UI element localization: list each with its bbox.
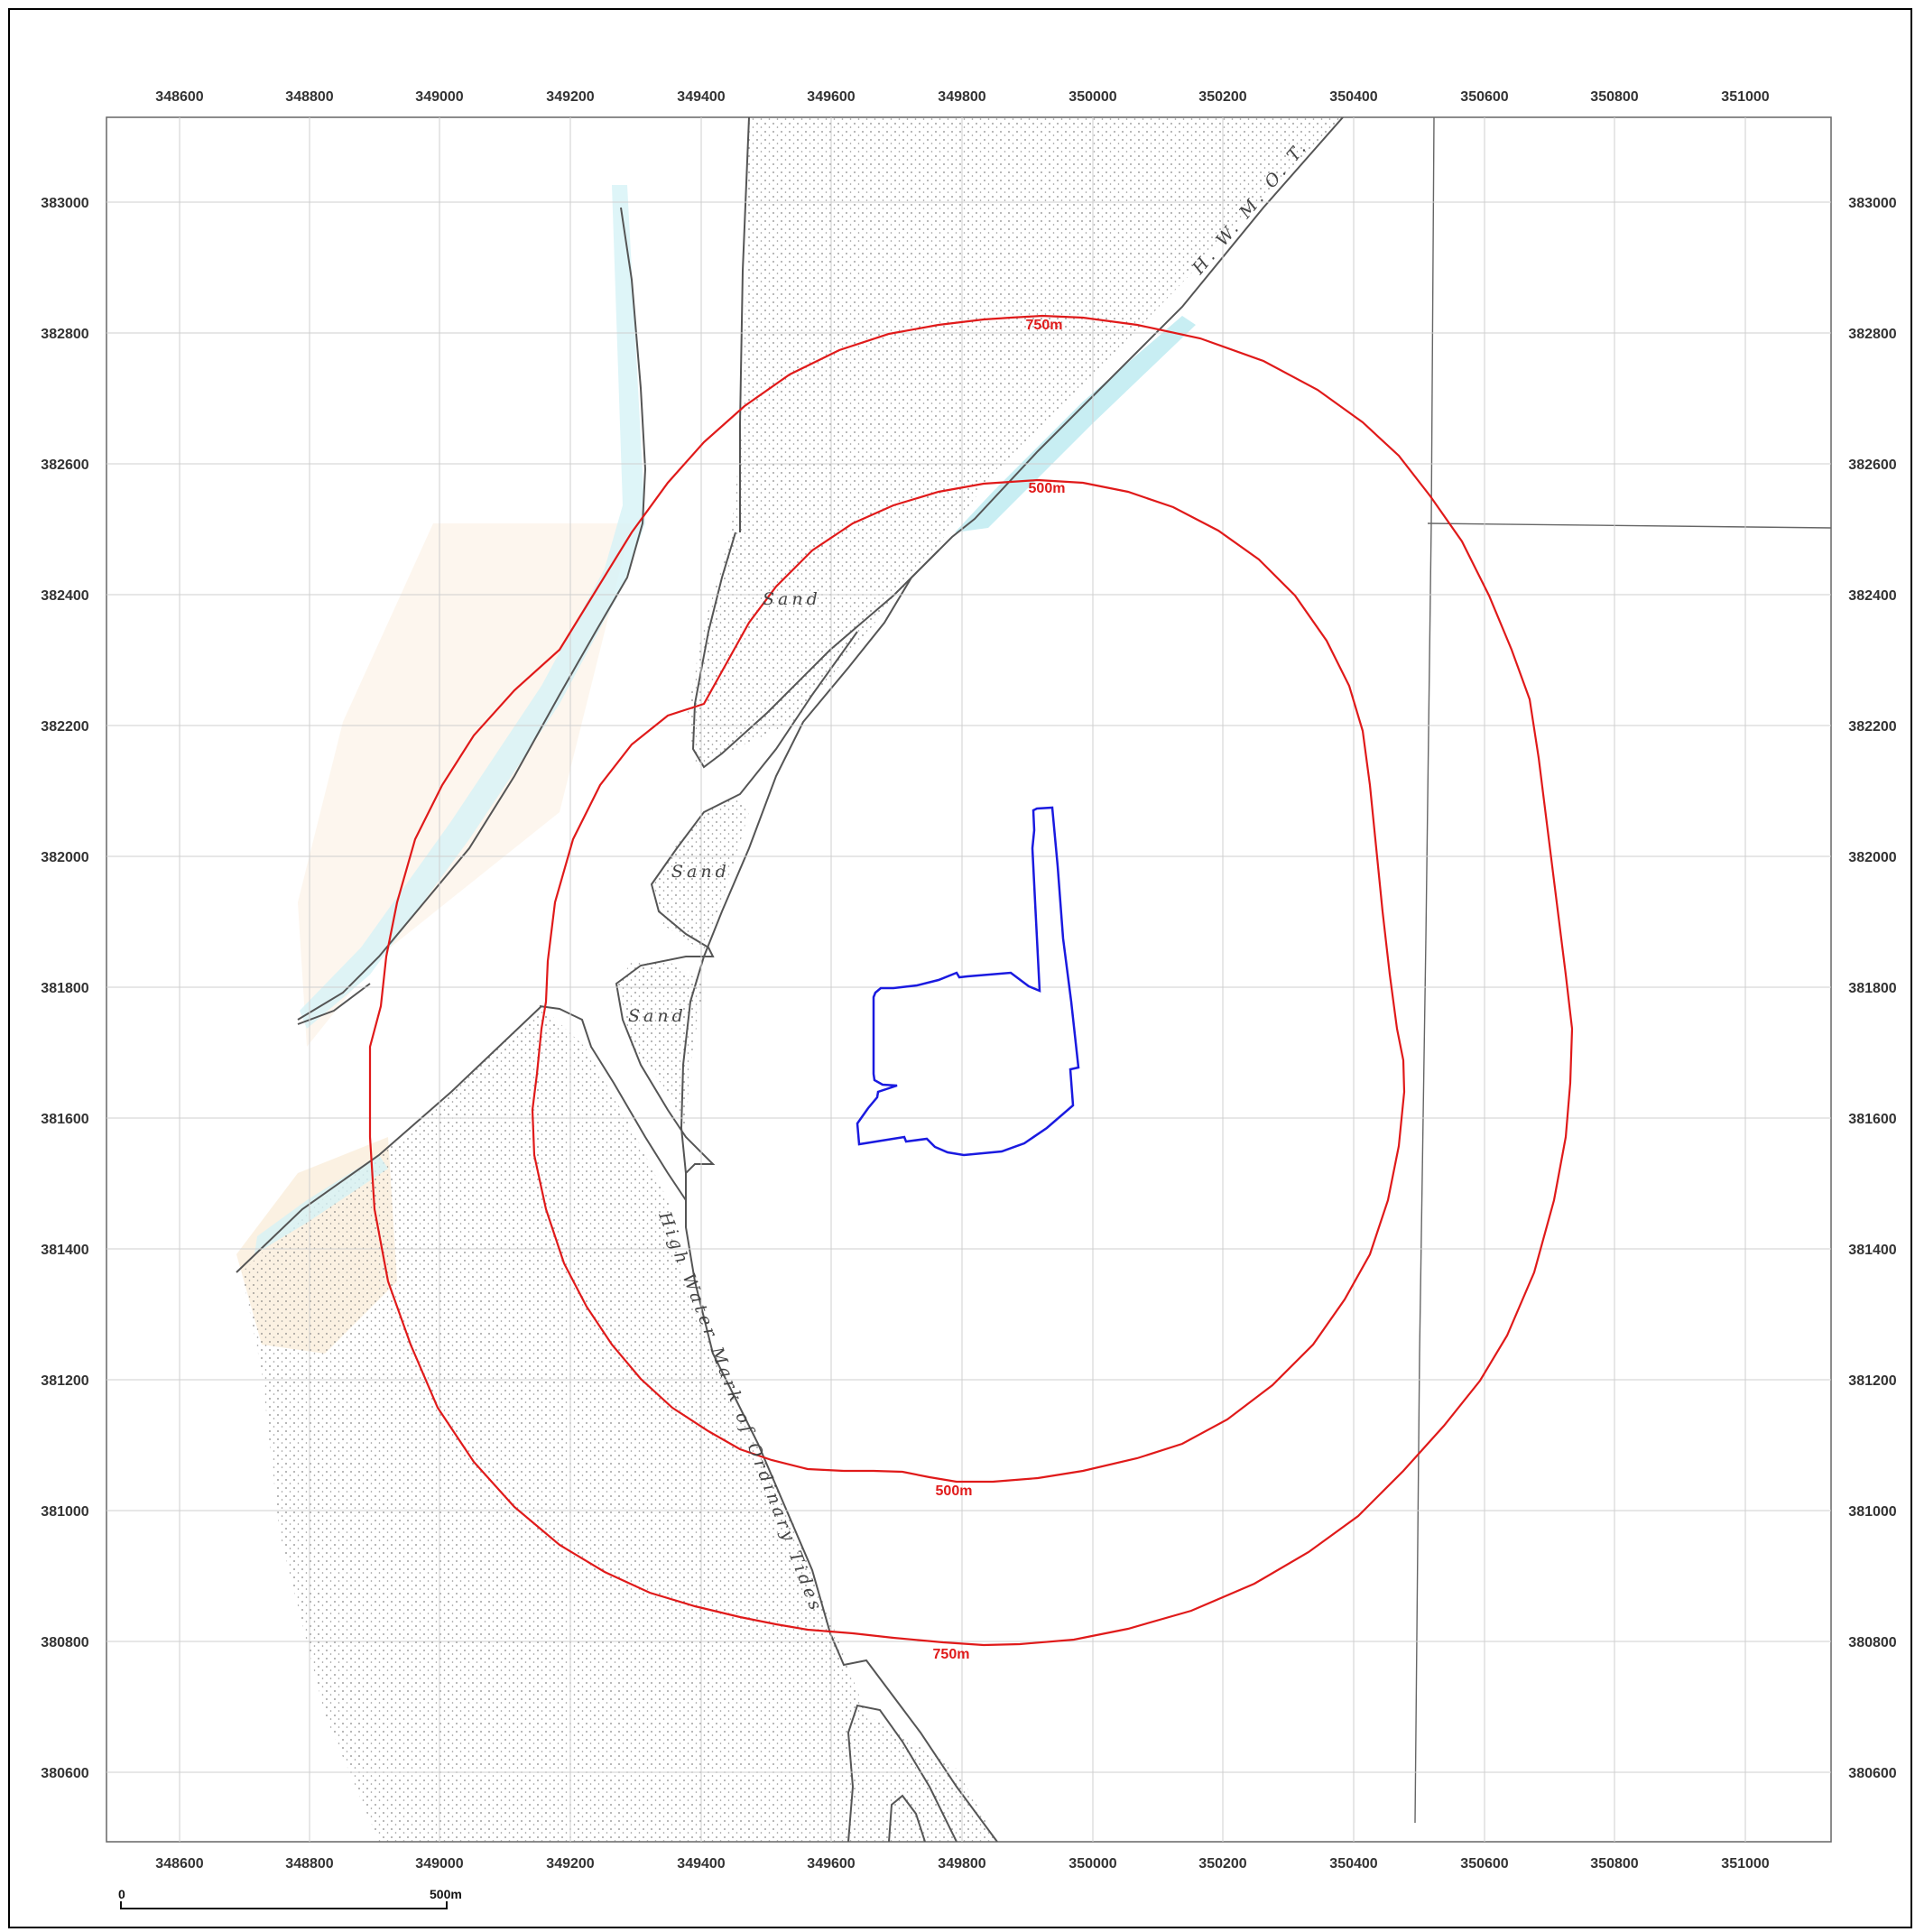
y-tick-right: 382000 [1848, 850, 1896, 865]
x-tick-top: 350200 [1198, 89, 1246, 105]
x-tick-bottom: 349600 [807, 1856, 855, 1872]
x-tick-bottom: 348800 [285, 1856, 333, 1872]
y-axis-left: 383000 382800 382600 382400 382200 38200… [41, 196, 88, 1781]
x-tick-bottom: 350200 [1198, 1856, 1246, 1872]
y-tick-right: 380600 [1848, 1766, 1896, 1781]
boundary-line-horizontal [1427, 522, 1831, 529]
x-tick-bottom: 348600 [155, 1856, 203, 1872]
x-tick-top: 350600 [1460, 89, 1508, 105]
x-tick-top: 349600 [807, 89, 855, 105]
y-tick-right: 381000 [1848, 1504, 1896, 1520]
y-tick-left: 381000 [41, 1504, 88, 1520]
y-tick-right: 381200 [1848, 1373, 1896, 1389]
buffer-750m [368, 314, 1574, 1647]
x-tick-top: 350800 [1590, 89, 1638, 105]
y-tick-left: 382400 [41, 588, 88, 604]
sand-label-3: Sand [628, 1006, 687, 1026]
x-tick-bottom: 350400 [1329, 1856, 1377, 1872]
inner-spit [615, 631, 858, 1174]
river-bank-west [297, 207, 647, 1021]
scale-bar: 0 500m [118, 1887, 462, 1909]
y-tick-left: 382000 [41, 850, 88, 865]
sand-area-south [242, 1006, 997, 1842]
x-tick-top: 349200 [546, 89, 594, 105]
x-tick-bottom: 350000 [1069, 1856, 1116, 1872]
y-tick-left: 381800 [41, 981, 88, 996]
land-wash [298, 523, 632, 1047]
y-tick-right: 382200 [1848, 719, 1896, 735]
y-axis-right: 383000 382800 382600 382400 382200 38200… [1848, 196, 1896, 1781]
buffer-label-750-bottom: 750m [933, 1647, 970, 1662]
y-tick-right: 382600 [1848, 458, 1896, 473]
x-tick-bottom: 349200 [546, 1856, 594, 1872]
x-tick-top: 348800 [285, 89, 333, 105]
scale-bar-end: 500m [430, 1887, 462, 1901]
x-tick-bottom: 350600 [1460, 1856, 1508, 1872]
river-bank-east [739, 117, 750, 532]
x-tick-bottom: 351000 [1721, 1856, 1769, 1872]
x-tick-bottom: 349000 [415, 1856, 463, 1872]
map-frame [8, 8, 1912, 1928]
y-tick-left: 381200 [41, 1373, 88, 1389]
site-boundary [856, 806, 1080, 1157]
sand-label-2: Sand [671, 862, 730, 882]
south-inlet-west [236, 1005, 542, 1273]
river-bank-inner [691, 532, 939, 769]
y-tick-left: 380600 [41, 1766, 88, 1781]
x-tick-top: 351000 [1721, 89, 1769, 105]
y-tick-left: 383000 [41, 196, 88, 211]
y-tick-right: 382400 [1848, 588, 1896, 604]
scale-bar-start: 0 [118, 1887, 125, 1901]
y-tick-right: 381800 [1848, 981, 1896, 996]
y-tick-left: 382600 [41, 458, 88, 473]
south-channel [846, 1704, 958, 1842]
x-tick-top: 349000 [415, 89, 463, 105]
x-tick-top: 350400 [1329, 89, 1377, 105]
y-tick-left: 382800 [41, 327, 88, 342]
y-tick-right: 382800 [1848, 327, 1896, 342]
x-tick-top: 349400 [677, 89, 725, 105]
boundary-line-vertical [1414, 117, 1435, 1824]
south-channel-inner [888, 1794, 926, 1842]
coast-line-hwmot [680, 117, 1344, 1842]
y-tick-left: 380800 [41, 1635, 88, 1650]
y-tick-right: 381600 [1848, 1112, 1896, 1127]
x-tick-bottom: 350800 [1590, 1856, 1638, 1872]
x-tick-top: 350000 [1069, 89, 1116, 105]
y-tick-right: 383000 [1848, 196, 1896, 211]
y-tick-right: 381400 [1848, 1243, 1896, 1258]
buffer-label-750-top: 750m [1026, 318, 1063, 333]
x-tick-top: 349800 [938, 89, 985, 105]
buffer-label-500-top: 500m [1029, 481, 1066, 496]
buffer-500m [531, 478, 1406, 1484]
x-tick-bottom: 349800 [938, 1856, 985, 1872]
south-inlet [539, 1005, 687, 1201]
x-axis-top: 348600 348800 349000 349200 349400 34960… [155, 89, 1769, 105]
x-tick-bottom: 349400 [677, 1856, 725, 1872]
x-axis-bottom: 348600 348800 349000 349200 349400 34960… [155, 1856, 1769, 1872]
grid [106, 117, 1831, 1842]
y-tick-left: 381400 [41, 1243, 88, 1258]
x-tick-top: 348600 [155, 89, 203, 105]
water-channel-ne [955, 316, 1196, 532]
water-channel-sw [254, 1155, 388, 1254]
y-tick-right: 380800 [1848, 1635, 1896, 1650]
sand-patch-1 [652, 794, 749, 952]
buffer-label-500-bottom: 500m [936, 1484, 973, 1499]
y-tick-left: 382200 [41, 719, 88, 735]
y-tick-left: 381600 [41, 1112, 88, 1127]
sand-label-1: Sand [763, 589, 821, 609]
sand-area-north [688, 117, 1343, 767]
